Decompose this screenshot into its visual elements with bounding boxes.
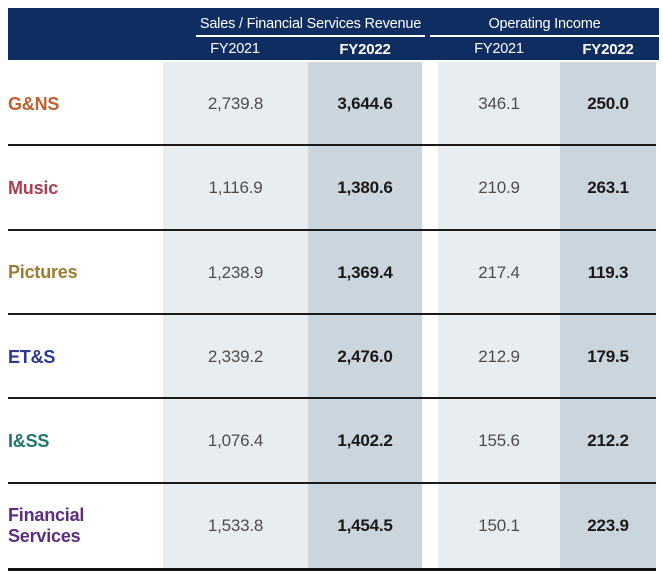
column-band-oi-fy2021 xyxy=(438,62,560,568)
value-revenue-fy2022: 1,380.6 xyxy=(337,178,393,198)
value-oi-fy2022: 263.1 xyxy=(587,178,629,198)
segment-label: I&SS xyxy=(8,430,50,451)
group-underline xyxy=(430,35,659,37)
value-revenue-fy2021: 1,238.9 xyxy=(207,262,264,282)
group-underline xyxy=(196,35,425,37)
column-group-title-operating-income: Operating Income xyxy=(488,16,601,32)
column-header-revenue-fy2021: FY2021 xyxy=(210,41,260,57)
segment-label: Music xyxy=(8,177,59,198)
table-row-pictures: Pictures 1,238.9 1,369.4 217.4 119.3 xyxy=(0,231,663,315)
value-oi-fy2022: 223.9 xyxy=(587,515,629,535)
column-header-revenue-fy2022: FY2022 xyxy=(339,40,391,58)
segment-label: ET&S xyxy=(8,346,56,367)
value-oi-fy2021: 210.9 xyxy=(478,178,520,198)
table-row-music: Music 1,116.9 1,380.6 210.9 263.1 xyxy=(0,146,663,231)
table-row-iss: I&SS 1,076.4 1,402.2 155.6 212.2 xyxy=(0,399,663,484)
value-revenue-fy2021: 1,116.9 xyxy=(208,178,263,198)
value-revenue-fy2022: 1,369.4 xyxy=(337,262,393,282)
row-divider xyxy=(8,312,656,315)
value-revenue-fy2022: 1,454.5 xyxy=(337,515,393,535)
value-oi-fy2022: 212.2 xyxy=(587,431,629,451)
value-oi-fy2022: 250.0 xyxy=(587,94,629,114)
value-revenue-fy2021: 2,339.2 xyxy=(207,347,264,367)
row-divider xyxy=(8,144,656,147)
segment-label: G&NS xyxy=(8,93,60,114)
column-band-revenue-fy2021 xyxy=(163,62,308,568)
value-oi-fy2021: 155.6 xyxy=(478,431,520,451)
table-row-financial-services: Financial Services 1,533.8 1,454.5 150.1… xyxy=(0,484,663,568)
row-divider xyxy=(8,228,656,231)
column-header-oi-fy2021: FY2021 xyxy=(474,41,524,57)
column-band-oi-fy2022 xyxy=(560,62,656,568)
value-oi-fy2021: 212.9 xyxy=(478,347,520,367)
value-oi-fy2021: 346.1 xyxy=(478,94,520,114)
value-revenue-fy2021: 2,739.8 xyxy=(207,94,264,114)
value-revenue-fy2022: 2,476.0 xyxy=(337,347,393,367)
value-revenue-fy2022: 1,402.2 xyxy=(337,431,393,451)
row-divider xyxy=(8,481,656,484)
value-oi-fy2022: 179.5 xyxy=(587,347,629,367)
table-bottom-rule xyxy=(8,568,656,571)
segment-label: Pictures xyxy=(8,262,78,283)
table-row-ets: ET&S 2,339.2 2,476.0 212.9 179.5 xyxy=(0,315,663,400)
value-revenue-fy2021: 1,076.4 xyxy=(207,431,264,451)
value-revenue-fy2021: 1,533.8 xyxy=(207,515,264,535)
table-header: Sales / Financial Services Revenue Opera… xyxy=(8,8,659,60)
value-oi-fy2021: 150.1 xyxy=(478,515,520,535)
value-oi-fy2022: 119.3 xyxy=(587,262,629,282)
value-oi-fy2021: 217.4 xyxy=(478,262,520,282)
value-revenue-fy2022: 3,644.6 xyxy=(337,94,393,114)
column-group-title-revenue: Sales / Financial Services Revenue xyxy=(199,16,422,32)
table-row-gns: G&NS 2,739.8 3,644.6 346.1 250.0 xyxy=(0,62,663,147)
segment-label: Financial Services xyxy=(8,504,85,546)
table-body: G&NS 2,739.8 3,644.6 346.1 250.0 Music 1… xyxy=(0,62,663,568)
column-band-revenue-fy2022 xyxy=(308,62,422,568)
column-header-oi-fy2022: FY2022 xyxy=(582,40,634,58)
row-divider xyxy=(8,397,656,400)
